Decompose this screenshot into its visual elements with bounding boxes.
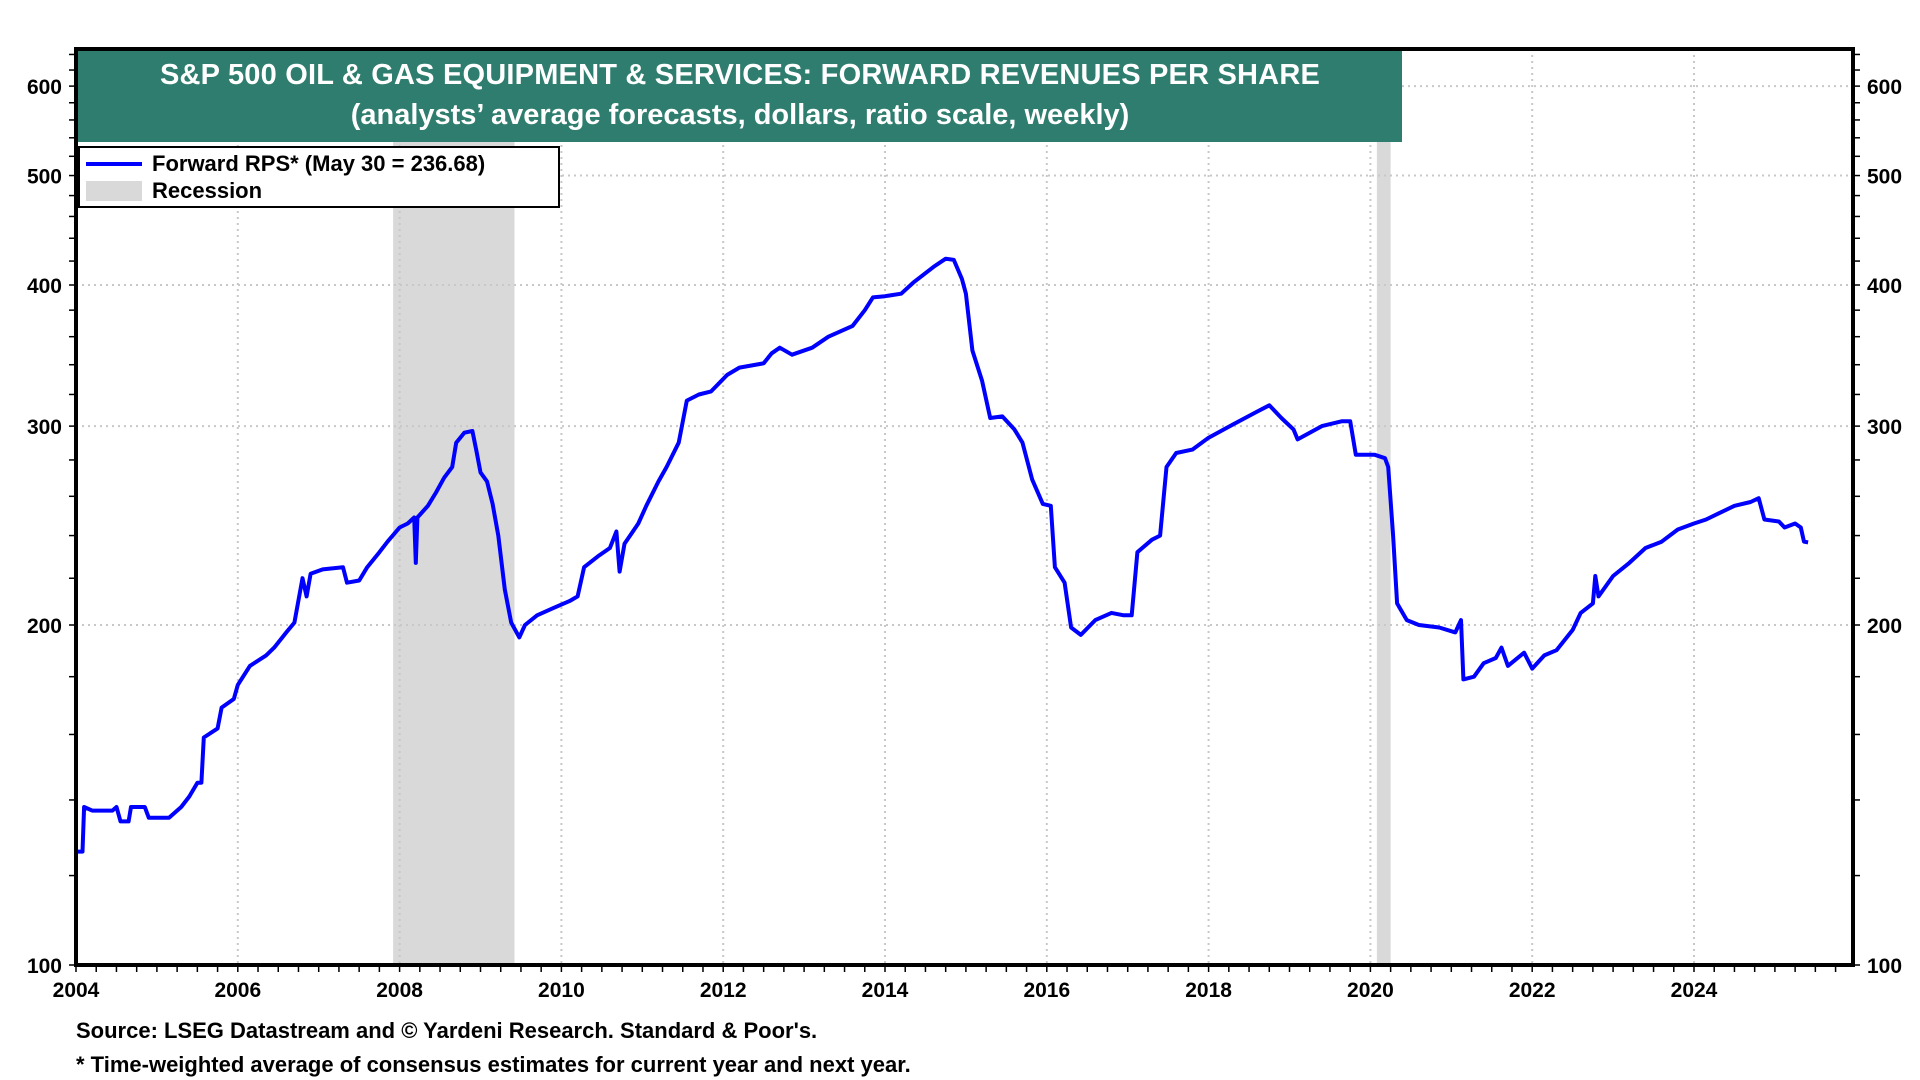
x-tick-label: 2016 bbox=[1023, 979, 1070, 1002]
chart-subtitle: (analysts’ average forecasts, dollars, r… bbox=[350, 99, 1130, 131]
y-tick-label-right: 200 bbox=[1867, 615, 1902, 638]
x-tick-label: 2020 bbox=[1347, 979, 1394, 1002]
legend-swatch-line bbox=[86, 162, 142, 166]
x-tick-label: 2008 bbox=[376, 979, 423, 1002]
series-layer bbox=[76, 256, 1809, 854]
chart-title: S&P 500 OIL & GAS EQUIPMENT & SERVICES: … bbox=[159, 59, 1321, 91]
series-line-forward-rps bbox=[76, 256, 1809, 854]
chart-title-box: S&P 500 OIL & GAS EQUIPMENT & SERVICES: … bbox=[78, 51, 1402, 142]
footnote: * Time-weighted average of consensus est… bbox=[76, 1052, 911, 1077]
y-tick-label-right: 300 bbox=[1867, 416, 1902, 439]
legend-item-series: Forward RPS* (May 30 = 236.68) bbox=[86, 151, 485, 177]
y-tick-label-left: 500 bbox=[27, 166, 62, 189]
legend-label-series: Forward RPS* (May 30 = 236.68) bbox=[152, 151, 486, 176]
y-tick-label-right: 500 bbox=[1867, 166, 1902, 189]
y-tick-label-left: 100 bbox=[27, 955, 62, 978]
x-tick-label: 2014 bbox=[862, 979, 909, 1002]
x-tick-label: 2022 bbox=[1509, 979, 1556, 1002]
y-tick-label-left: 600 bbox=[27, 76, 62, 99]
y-tick-label-left: 300 bbox=[27, 416, 62, 439]
x-tick-label: 2004 bbox=[53, 979, 100, 1002]
x-tick-label: 2018 bbox=[1185, 979, 1232, 1002]
legend: Forward RPS* (May 30 = 236.68) Recession bbox=[78, 146, 560, 208]
x-tick-label: 2010 bbox=[538, 979, 585, 1002]
legend-label-recession: Recession bbox=[152, 178, 263, 203]
x-tick-label: 2006 bbox=[214, 979, 261, 1002]
legend-swatch-recession bbox=[86, 181, 142, 201]
y-tick-label-right: 400 bbox=[1867, 275, 1902, 298]
source-note: Source: LSEG Datastream and © Yardeni Re… bbox=[76, 1018, 818, 1043]
y-tick-label-left: 400 bbox=[27, 275, 62, 298]
x-tick-label: 2012 bbox=[700, 979, 747, 1002]
y-tick-label-left: 200 bbox=[27, 615, 62, 638]
recession-band bbox=[1376, 49, 1391, 965]
y-tick-label-right: 100 bbox=[1867, 955, 1902, 978]
plot-frame bbox=[74, 47, 1855, 967]
x-tick-label: 2024 bbox=[1671, 979, 1718, 1002]
y-tick-label-right: 600 bbox=[1867, 76, 1902, 99]
legend-item-recession: Recession bbox=[86, 178, 262, 204]
axes: 100 100 200 200 300 300 400 400 500 500 600 600 2004… bbox=[27, 47, 1902, 1002]
